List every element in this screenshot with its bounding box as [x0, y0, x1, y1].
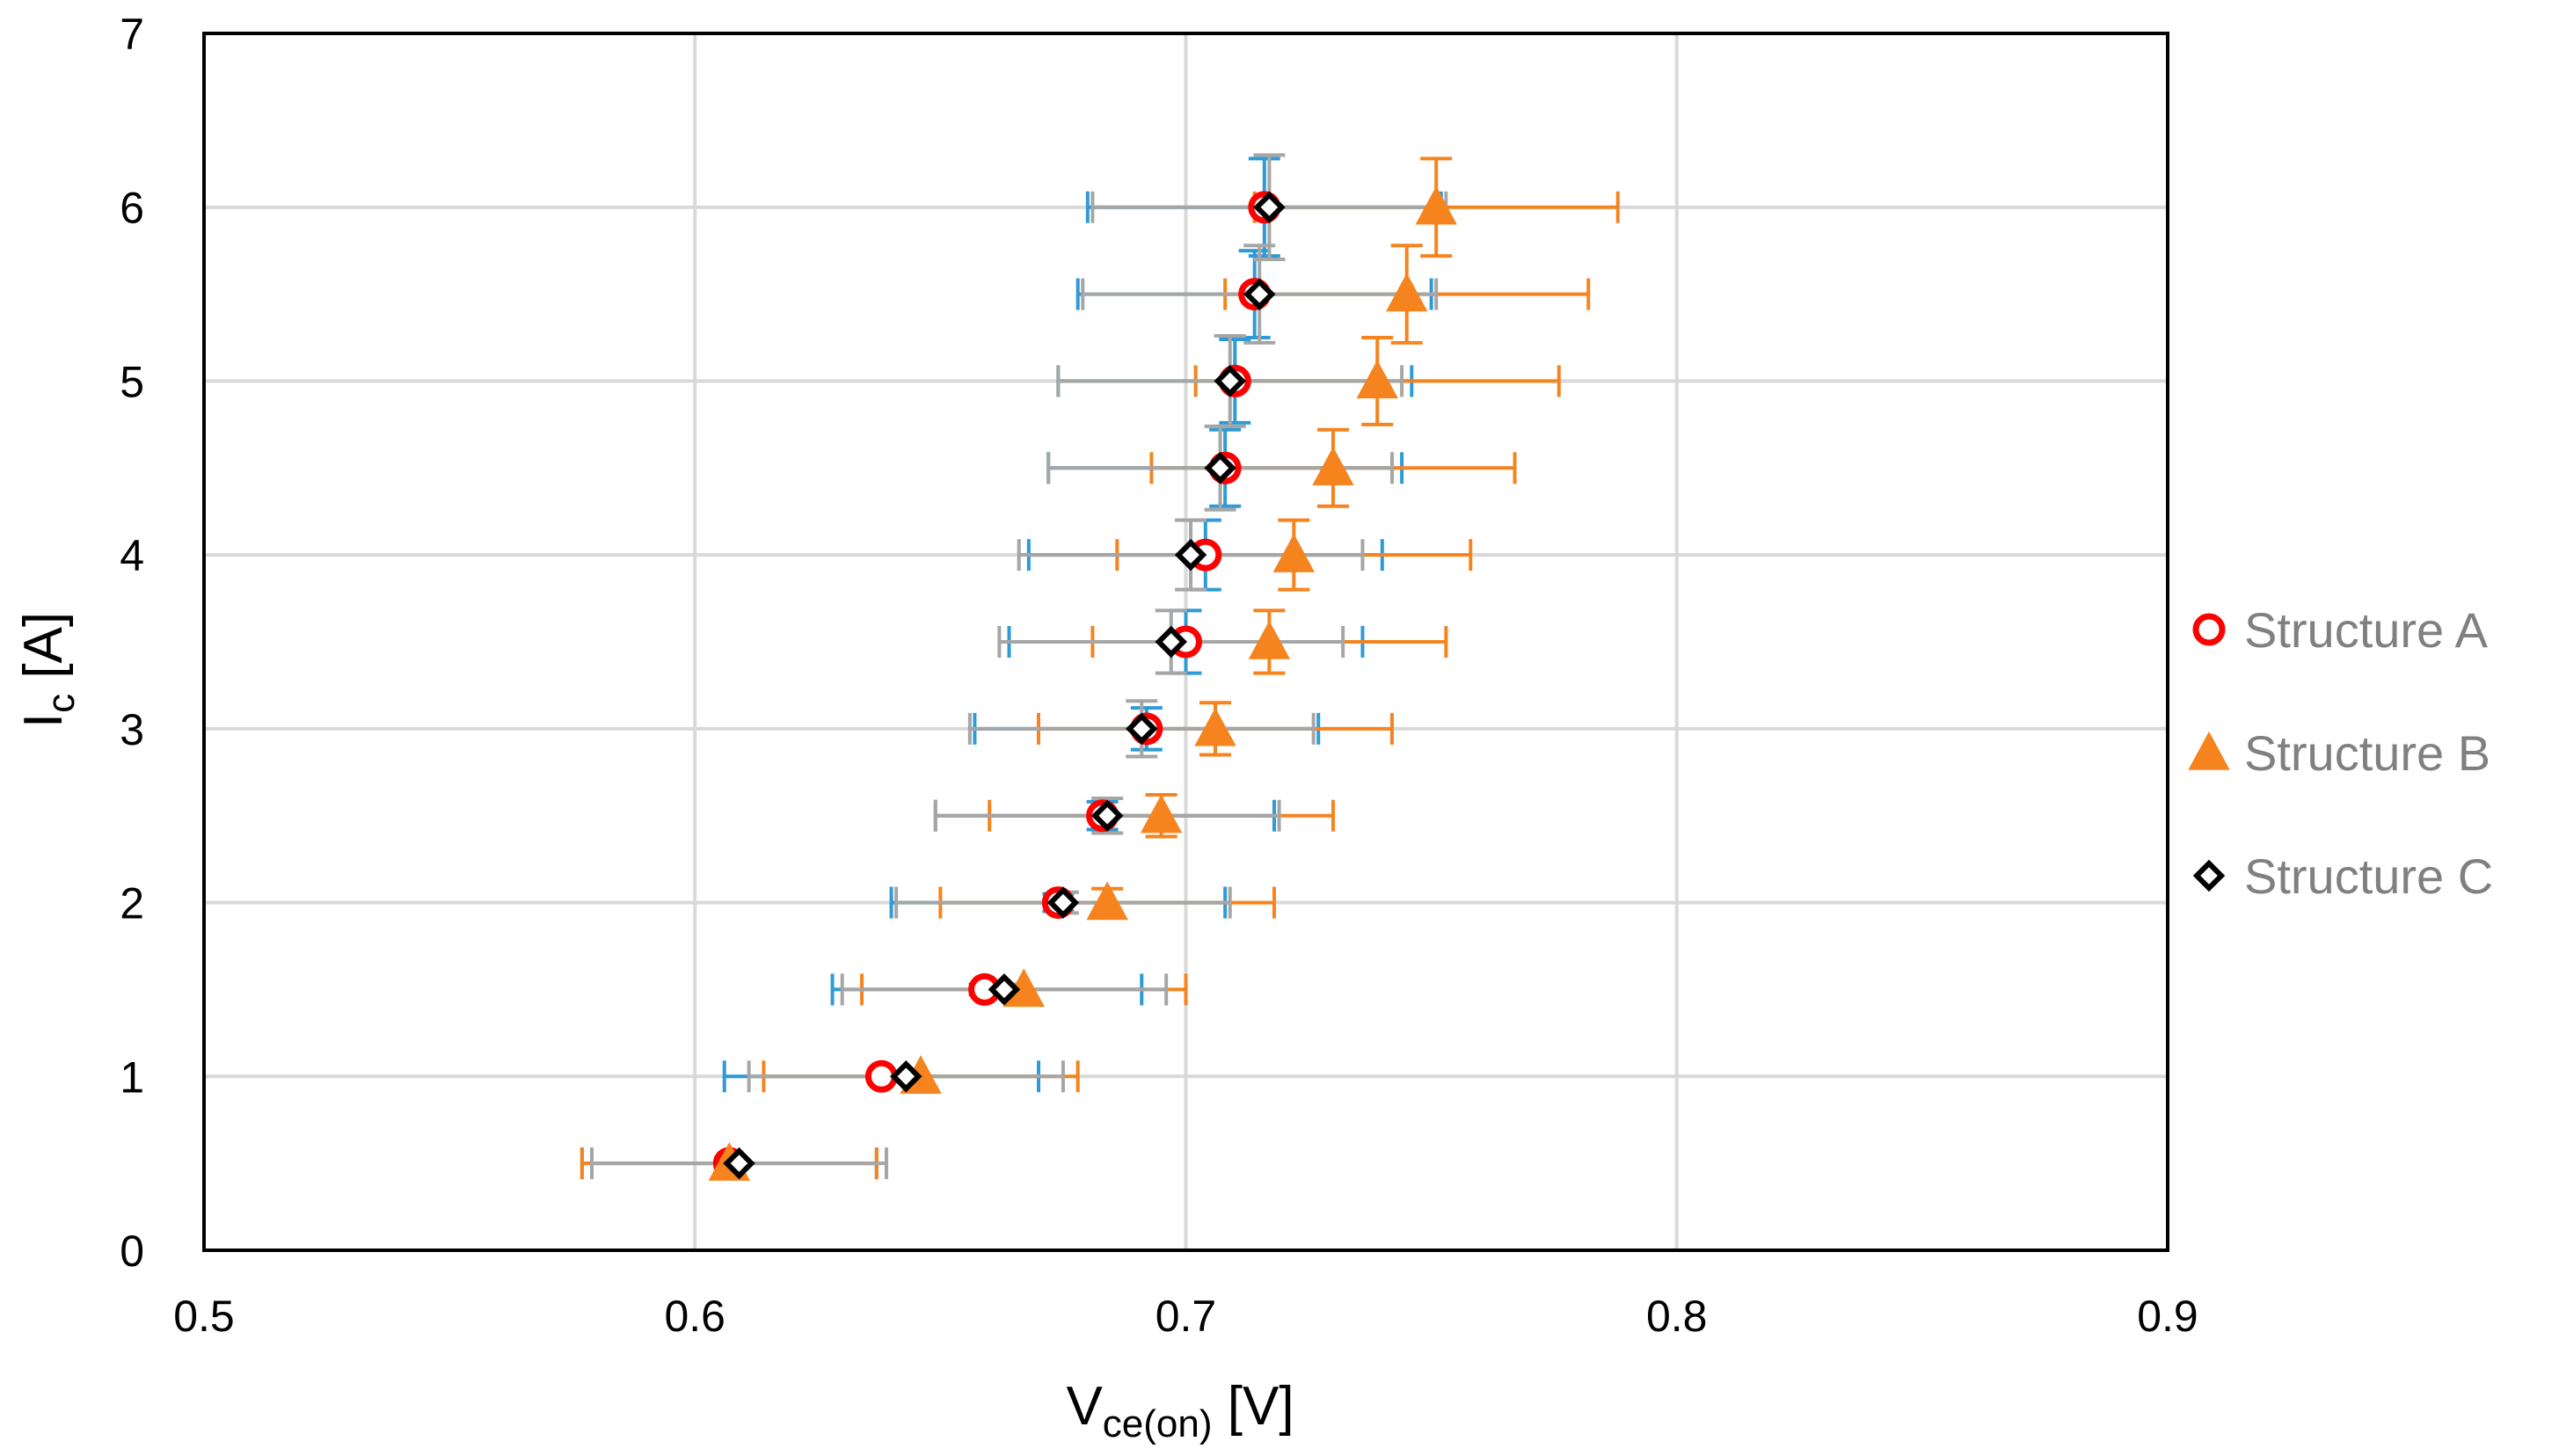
point-s1-p3	[1086, 881, 1128, 921]
point-s2-p9	[1214, 365, 1246, 397]
y-tick-label-4: 4	[120, 531, 144, 580]
y-tick-label-6: 6	[120, 184, 144, 233]
point-s2-p3	[1046, 886, 1080, 919]
y-axis-title: Ic [A]	[13, 612, 83, 728]
legend-label-1: Structure B	[2244, 725, 2490, 781]
x-tick-labels: 0.5 0.6 0.7 0.8 0.9	[173, 1292, 2198, 1341]
point-s2-p2	[988, 973, 1021, 1006]
x-axis-title-main: V	[1066, 1376, 1103, 1437]
y-axis-title-main: I	[13, 713, 74, 728]
point-s2-p8	[1204, 452, 1236, 484]
point-s1-p7	[1272, 534, 1315, 572]
point-s1-p6	[1248, 620, 1291, 659]
point-s1-p11	[1415, 186, 1457, 225]
point-s2-p6	[1155, 625, 1187, 659]
point-s1-p4	[1140, 794, 1183, 834]
y-tick-label-3: 3	[120, 705, 144, 754]
point-s1-p8	[1312, 447, 1354, 485]
y-tick-label-7: 7	[120, 10, 144, 59]
legend-label-0: Structure A	[2244, 602, 2489, 658]
point-s2-p4	[1090, 799, 1124, 832]
legend-label-2: Structure C	[2244, 848, 2493, 904]
point-s1-p9	[1356, 360, 1398, 399]
point-s2-p10	[1243, 278, 1276, 310]
x-tick-label-3: 0.8	[1646, 1292, 1708, 1341]
x-axis-title-sub: ce(on)	[1103, 1402, 1213, 1445]
point-s2-p7	[1174, 538, 1207, 571]
y-tick-labels: 0 1 2 3 4 5 6 7	[120, 10, 144, 1276]
y-tick-label-5: 5	[120, 357, 144, 406]
point-s2-p1	[890, 1060, 922, 1093]
y-tick-label-2: 2	[120, 879, 144, 928]
legend-marker-2	[2192, 859, 2226, 892]
point-s1-p5	[1194, 707, 1236, 746]
point-s2-p0	[723, 1147, 755, 1180]
data-markers	[708, 186, 1457, 1181]
legend-marker-0	[2192, 613, 2226, 646]
legend: Structure A Structure B Structure C	[2188, 602, 2493, 904]
x-axis-title: Vce(on) [V]	[1066, 1376, 1294, 1445]
point-s1-p10	[1386, 273, 1428, 312]
x-tick-label-2: 0.7	[1156, 1292, 1217, 1341]
x-tick-label-4: 0.9	[2137, 1292, 2198, 1341]
x-tick-label-1: 0.6	[664, 1292, 725, 1341]
y-tick-label-0: 0	[120, 1227, 144, 1276]
point-s2-p5	[1126, 712, 1158, 746]
x-axis-title-unit: [V]	[1213, 1376, 1294, 1437]
y-tick-label-1: 1	[120, 1052, 144, 1102]
y-axis-title-sub: c	[40, 694, 83, 713]
legend-marker-1	[2188, 731, 2230, 770]
point-s2-p11	[1253, 191, 1286, 223]
plot-area-border	[202, 32, 2169, 1252]
y-axis-title-unit: [A]	[13, 612, 74, 694]
x-tick-label-0: 0.5	[173, 1292, 235, 1341]
